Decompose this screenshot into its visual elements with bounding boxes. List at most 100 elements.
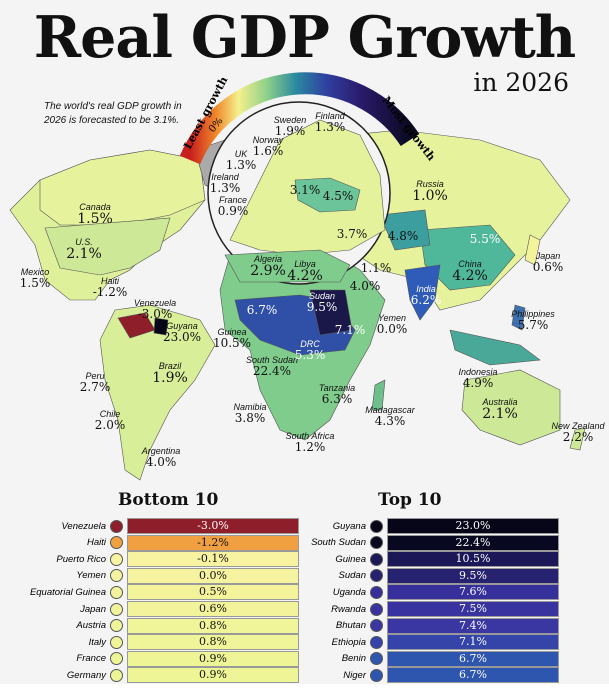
country-name: Peru bbox=[85, 371, 105, 381]
map-label: 3.7% bbox=[337, 228, 368, 241]
map-label: Haiti -1.2% bbox=[92, 276, 128, 300]
country-name: Yemen bbox=[76, 570, 106, 582]
map-label: Guinea 10.5% bbox=[212, 327, 252, 351]
map-label: South Africa 1.2% bbox=[285, 431, 335, 454]
map-label: 1.1% bbox=[361, 262, 392, 275]
flag-icon bbox=[110, 602, 123, 616]
growth-value: 0.0% bbox=[376, 322, 408, 337]
flag-icon bbox=[110, 536, 123, 550]
growth-value: 1.0% bbox=[412, 188, 448, 205]
map-label: India 6.2% bbox=[411, 284, 442, 307]
map-label: Japan 0.6% bbox=[533, 251, 564, 274]
growth-value: 5.5% bbox=[469, 232, 501, 246]
growth-value: 4.0% bbox=[145, 455, 177, 470]
south-america bbox=[99, 304, 216, 481]
country-name: Japan bbox=[80, 603, 106, 615]
flag-icon bbox=[370, 569, 383, 583]
footer-strip bbox=[0, 684, 609, 695]
flag-icon bbox=[370, 635, 383, 649]
map-label: Sudan 9.5% bbox=[306, 291, 338, 315]
country-name: Indonesia bbox=[458, 367, 498, 377]
growth-bar: 22.4% bbox=[387, 534, 559, 551]
year-subtitle: in 2026 bbox=[473, 68, 569, 97]
growth-value: 5.7% bbox=[517, 318, 549, 333]
country-name: New Zealand bbox=[551, 421, 605, 431]
growth-value: 3.7% bbox=[336, 227, 368, 241]
country-name: South Sudan bbox=[311, 537, 366, 549]
growth-bar: 6.7% bbox=[387, 667, 559, 684]
map-label: Philippines 5.7% bbox=[511, 309, 555, 333]
growth-bar: 23.0% bbox=[387, 518, 559, 534]
map-label: Yemen 0.0% bbox=[376, 313, 408, 337]
flag-icon bbox=[110, 668, 123, 682]
country-name: Ethiopia bbox=[331, 636, 366, 648]
flag-icon bbox=[110, 635, 123, 649]
flag-icon bbox=[370, 536, 383, 550]
growth-value: 6.7% bbox=[246, 303, 278, 317]
top10-row: Guinea 10.5% bbox=[260, 551, 559, 568]
growth-bar: 0.9% bbox=[127, 667, 299, 684]
growth-value: 2.0% bbox=[94, 418, 126, 433]
growth-value: -1.2% bbox=[92, 285, 128, 300]
country-name: Tanzania bbox=[318, 383, 356, 393]
top10-row: Benin 6.7% bbox=[260, 650, 559, 667]
china bbox=[419, 224, 516, 291]
growth-bar: 0.8% bbox=[127, 617, 299, 634]
country-name: U.S. bbox=[75, 237, 93, 247]
country-name: Japan bbox=[535, 251, 561, 261]
country-name: South Africa bbox=[285, 431, 335, 441]
top10-row: Ethiopia 7.1% bbox=[260, 634, 559, 651]
growth-value: 10.5% bbox=[212, 336, 252, 351]
growth-bar: 0.0% bbox=[127, 567, 299, 584]
bottom10-row: Puerto Rico -0.1% bbox=[0, 551, 299, 568]
flag-icon bbox=[370, 668, 383, 682]
flag-icon bbox=[110, 569, 123, 583]
map-label: Russia 1.0% bbox=[412, 179, 448, 205]
country-name: Argentina bbox=[141, 446, 181, 456]
map-label: Chile 2.0% bbox=[94, 409, 126, 433]
india bbox=[404, 264, 441, 321]
flag-icon bbox=[110, 552, 123, 566]
guyana bbox=[153, 317, 169, 336]
bottom10-title: Bottom 10 bbox=[118, 490, 219, 510]
bottom10-row: Venezuela -3.0% bbox=[0, 518, 299, 534]
map-label: Venezuela -3.0% bbox=[134, 298, 176, 321]
growth-value: 4.3% bbox=[374, 414, 406, 429]
bottom10-row: France 0.9% bbox=[0, 650, 299, 667]
growth-value: 2.1% bbox=[66, 246, 102, 263]
growth-value: 2.1% bbox=[482, 406, 518, 423]
country-name: Haiti bbox=[100, 276, 120, 286]
bottom10-row: Italy 0.8% bbox=[0, 634, 299, 651]
growth-bar: -1.2% bbox=[127, 534, 299, 551]
bottom10-row: Equatorial Guinea 0.5% bbox=[0, 584, 299, 601]
country-name: Yemen bbox=[377, 313, 407, 323]
country-name: Austria bbox=[76, 620, 106, 632]
growth-value: 4.5% bbox=[322, 189, 354, 203]
top10-row: Niger 6.7% bbox=[260, 667, 559, 684]
map-label: Libya 4.2% bbox=[287, 259, 323, 284]
country-name: Puerto Rico bbox=[56, 553, 106, 565]
map-label: 3.1% bbox=[290, 184, 321, 197]
growth-value: 4.8% bbox=[387, 229, 419, 243]
country-name: Ireland bbox=[211, 172, 239, 182]
subtitle-note: The world's real GDP growth in 2026 is f… bbox=[44, 101, 182, 126]
growth-bar: 0.8% bbox=[127, 634, 299, 651]
country-name: Philippines bbox=[511, 309, 555, 319]
growth-value: 2.2% bbox=[562, 430, 594, 445]
map-label: New Zealand 2.2% bbox=[551, 421, 605, 445]
country-name: Guinea bbox=[335, 553, 366, 565]
map-label: China 4.2% bbox=[452, 259, 488, 284]
country-name: Russia bbox=[416, 179, 444, 189]
country-name: Bhutan bbox=[335, 620, 366, 632]
country-name: South Sudan bbox=[245, 355, 299, 365]
sudan-region bbox=[309, 289, 353, 336]
map-label: 4.8% bbox=[388, 230, 419, 243]
flag-icon bbox=[110, 519, 123, 533]
growth-value: 9.5% bbox=[306, 300, 338, 315]
map-label: Peru 2.7% bbox=[79, 371, 111, 395]
growth-bar: 6.7% bbox=[387, 650, 559, 667]
flag-icon bbox=[110, 619, 123, 633]
growth-value: 1.9% bbox=[152, 370, 188, 387]
growth-value: 2.7% bbox=[79, 380, 111, 395]
top10-row: Sudan 9.5% bbox=[260, 567, 559, 584]
